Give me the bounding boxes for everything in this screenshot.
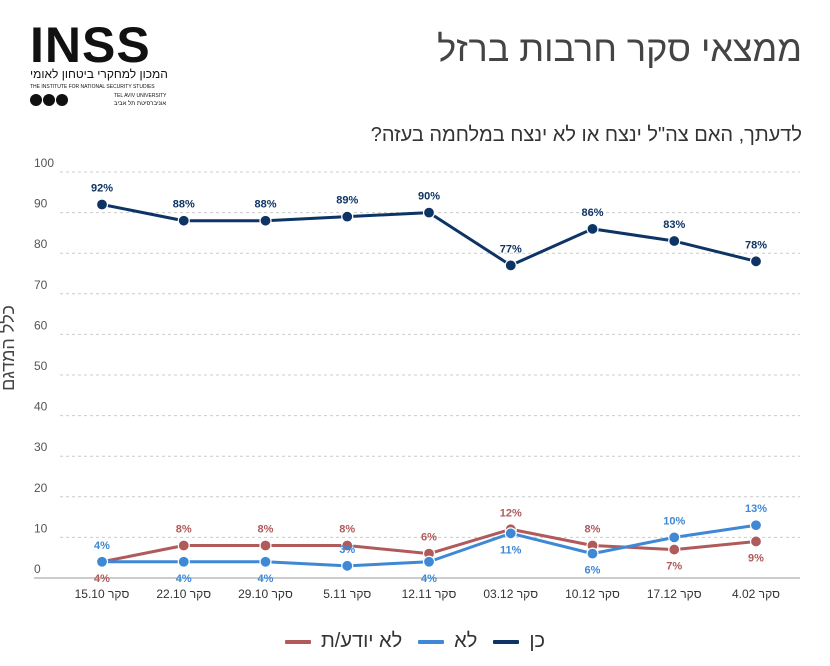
- inss-logo: INSS המכון למחקרי ביטחון לאומי THE INSTI…: [30, 18, 168, 107]
- chart-legend: כן לא לא יודע/ת: [0, 630, 830, 653]
- legend-label: לא יודע/ת: [320, 630, 403, 652]
- legend-item: לא יודע/ת: [284, 630, 403, 653]
- data-label: 78%: [745, 239, 767, 251]
- data-point: [422, 555, 436, 568]
- y-tick-label: 70: [34, 278, 48, 292]
- logo-wordmark: INSS: [30, 18, 151, 73]
- x-axis: סקר 15.10 סקר 22.10 סקר 29.10 סקר 5.11 סקר 1…: [75, 587, 781, 601]
- data-point: [341, 559, 354, 572]
- data-label: 89%: [336, 195, 358, 207]
- y-tick-label: 100: [34, 156, 54, 170]
- data-label: 9%: [748, 552, 764, 564]
- y-tick-label: 0: [34, 562, 41, 576]
- x-tick-label: סקר 4.02: [732, 587, 780, 601]
- data-point: [341, 539, 354, 552]
- data-point: [259, 555, 272, 568]
- data-label: 8%: [176, 524, 192, 536]
- legend-label: כן: [529, 630, 546, 652]
- x-tick-label: סקר 29.10: [238, 587, 293, 601]
- data-point: [177, 214, 190, 227]
- survey-question: לדעתך, האם צה"ל ינצח או לא ינצח במלחמה ב…: [370, 124, 802, 146]
- data-point: [586, 547, 599, 560]
- x-tick-label: סקר 03.12: [483, 587, 538, 601]
- x-tick-label: סקר 12.11: [402, 587, 457, 601]
- chart-grid: [34, 171, 800, 579]
- data-point: [422, 206, 436, 219]
- y-axis-title: כלל המדגם: [0, 305, 18, 391]
- data-label: 13%: [745, 503, 767, 515]
- logo-circle-3: [56, 94, 68, 106]
- chart-series: 4% 8% 8% 8% 6% 12% 8% 7% 9% 4% 4% 4% 3% 4% 11% 6% 10% 13%…: [91, 182, 767, 584]
- data-label: 4%: [94, 573, 110, 585]
- x-tick-label: סקר 22.10: [156, 587, 211, 601]
- legend-swatch: [418, 639, 445, 644]
- data-point: [749, 519, 763, 532]
- data-label: 7%: [666, 561, 682, 573]
- data-label: 11%: [500, 544, 522, 556]
- logo-circle-1: [30, 94, 42, 106]
- data-label: 4%: [94, 540, 110, 552]
- data-label: 4%: [258, 573, 274, 585]
- data-label: 8%: [339, 524, 355, 536]
- data-label: 86%: [581, 207, 603, 219]
- y-tick-label: 50: [34, 359, 48, 373]
- data-label: 6%: [585, 565, 601, 577]
- data-label: 10%: [663, 515, 685, 527]
- data-point: [668, 234, 681, 248]
- logo-hebrew-name: המכון למחקרי ביטחון לאומי: [30, 67, 168, 81]
- data-point: [341, 210, 354, 223]
- page-title: ממצאי סקר חרבות ברזל: [437, 28, 802, 69]
- data-label: 83%: [663, 219, 685, 231]
- x-tick-label: סקר 17.12: [647, 587, 702, 601]
- y-tick-label: 80: [34, 237, 48, 251]
- data-label: 8%: [585, 524, 601, 536]
- data-label: 8%: [258, 524, 274, 536]
- data-point: [668, 531, 681, 544]
- data-point: [504, 527, 517, 540]
- data-label: 92%: [91, 182, 113, 194]
- x-tick-label: סקר 15.10: [75, 587, 130, 601]
- series-group: 92% 88% 88% 89% 90% 77% 86% 83% 78%: [91, 182, 767, 272]
- data-label: 77%: [500, 243, 522, 255]
- y-tick-label: 60: [34, 318, 48, 332]
- data-label: 6%: [421, 532, 437, 544]
- data-label: 12%: [500, 507, 522, 519]
- logo-english-name: THE INSTITUTE FOR NATIONAL SECURITY STUD…: [30, 84, 155, 90]
- line-chart: 0 10 20 30 40 50 60 70 80 90 100 כלל המדגם סקר 15.…: [0, 156, 800, 601]
- legend-label: לא: [454, 630, 478, 652]
- data-point: [749, 535, 763, 548]
- data-point: [749, 255, 763, 268]
- series-group: 4% 4% 4% 3% 4% 11% 6% 10% 13%: [94, 503, 767, 585]
- y-tick-label: 90: [34, 197, 48, 211]
- data-point: [259, 539, 272, 552]
- data-point: [586, 222, 599, 235]
- data-point: [95, 555, 109, 568]
- y-axis: 0 10 20 30 40 50 60 70 80 90 100: [34, 156, 54, 576]
- y-tick-label: 40: [34, 400, 48, 414]
- x-tick-label: סקר 5.11: [323, 587, 371, 601]
- data-point: [177, 555, 190, 568]
- data-point: [95, 198, 109, 211]
- data-label: 90%: [418, 191, 440, 203]
- data-point: [177, 539, 190, 552]
- logo-university-en: TEL AVIV UNIVERSITY: [114, 93, 167, 99]
- data-point: [259, 214, 272, 227]
- legend-swatch: [284, 639, 311, 644]
- logo-university-he: אוניברסיטת תל אביב: [114, 99, 166, 107]
- data-point: [668, 543, 681, 556]
- y-tick-label: 20: [34, 481, 48, 495]
- data-label: 3%: [339, 544, 355, 556]
- data-label: 4%: [176, 573, 192, 585]
- y-tick-label: 30: [34, 440, 48, 454]
- legend-swatch: [493, 639, 520, 644]
- data-label: 4%: [421, 573, 437, 585]
- data-label: 88%: [254, 199, 276, 211]
- legend-item: לא: [418, 630, 477, 653]
- logo-circle-2: [43, 94, 55, 106]
- x-tick-label: סקר 10.12: [565, 587, 620, 601]
- data-point: [504, 259, 517, 272]
- legend-item: כן: [493, 630, 545, 653]
- data-label: 88%: [173, 199, 195, 211]
- y-tick-label: 10: [34, 521, 48, 535]
